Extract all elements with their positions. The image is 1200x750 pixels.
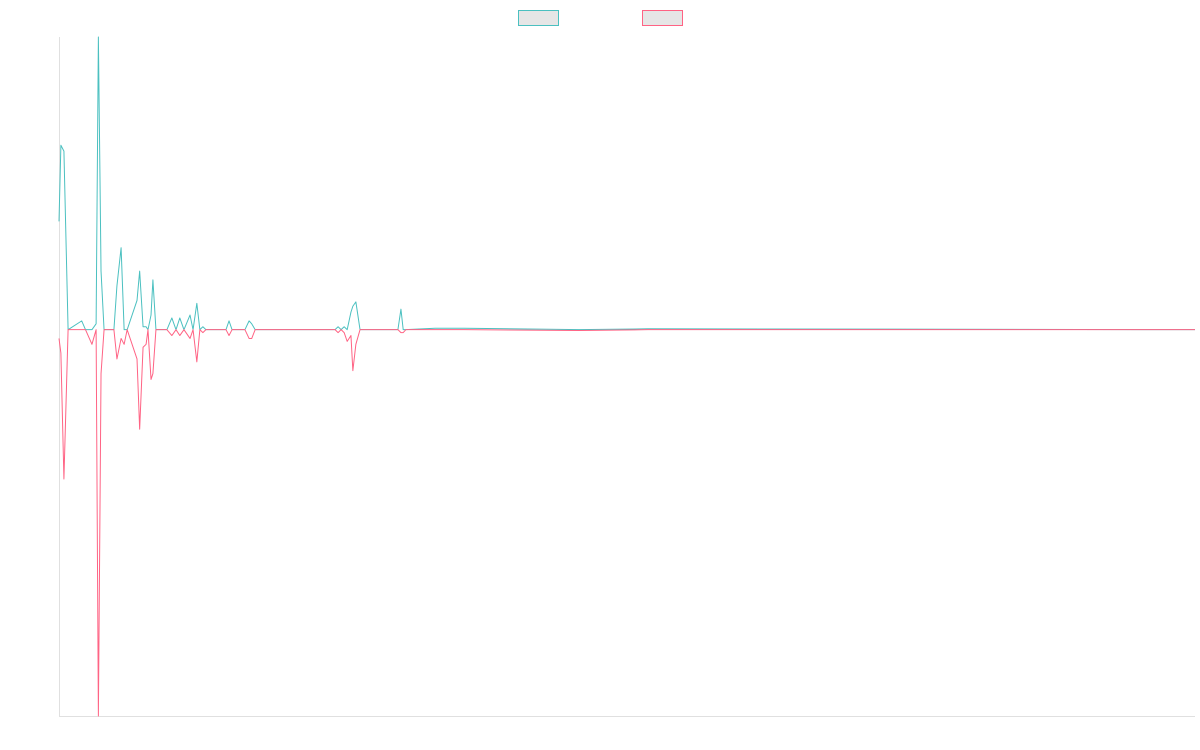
- series-line: [58, 329, 1195, 717]
- series-line: [58, 36, 1196, 331]
- legend-swatch: [518, 10, 559, 26]
- legend-swatch: [642, 10, 683, 26]
